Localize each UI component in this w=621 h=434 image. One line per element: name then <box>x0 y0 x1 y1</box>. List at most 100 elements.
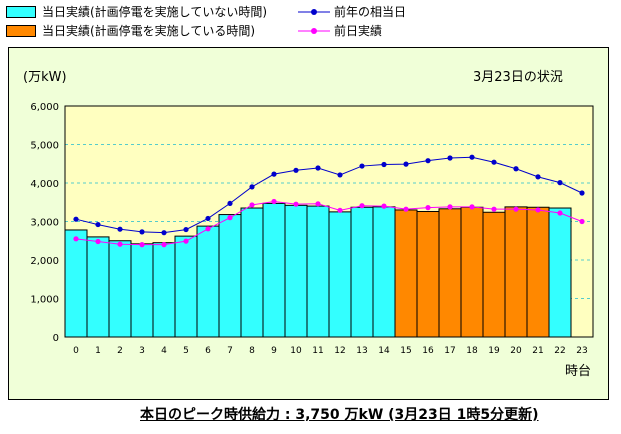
point-prev-year <box>183 226 189 233</box>
y-axis-ticks: 0 1,000 2,000 3,000 4,000 5,000 6,000 <box>30 102 59 344</box>
legend-swatch-not-implemented <box>6 6 36 18</box>
bar-not-implemented <box>130 243 154 338</box>
x-tick-label: 17 <box>444 346 455 356</box>
legend-swatch-implemented <box>6 25 36 37</box>
point-prev-year <box>315 165 321 171</box>
bar-not-implemented <box>174 235 198 338</box>
legend-label-not-implemented: 当日実績(計画停電を実施していない時間) <box>42 5 268 19</box>
point-prev-year <box>403 161 409 167</box>
bar-implemented <box>394 209 418 338</box>
plot-border <box>64 105 594 338</box>
x-tick-label: 1 <box>95 346 101 356</box>
point-prev-day <box>469 204 475 210</box>
point-prev-year <box>227 200 233 207</box>
bar-not-implemented <box>372 206 396 338</box>
bar-not-implemented <box>328 211 352 338</box>
bar-implemented <box>460 206 484 338</box>
point-prev-year <box>95 221 101 228</box>
point-prev-day <box>513 206 519 212</box>
x-tick-label: 15 <box>400 346 411 356</box>
x-tick-label: 23 <box>576 346 587 356</box>
bar-not-implemented <box>240 207 264 338</box>
point-prev-year <box>469 154 475 160</box>
x-tick-label: 2 <box>117 346 123 356</box>
point-prev-day <box>491 206 497 212</box>
y-tick-label: 2,000 <box>30 256 59 267</box>
bar-implemented <box>482 211 506 338</box>
x-tick-label: 5 <box>183 346 189 356</box>
y-tick-label: 0 <box>53 333 59 344</box>
x-tick-label: 0 <box>73 346 79 356</box>
point-prev-day <box>271 198 277 205</box>
point-prev-day <box>337 207 343 213</box>
x-tick-label: 11 <box>312 346 323 356</box>
point-prev-year <box>381 161 387 168</box>
bar-not-implemented <box>548 207 572 338</box>
x-tick-label: 9 <box>271 346 277 356</box>
x-tick-label: 3 <box>139 346 145 356</box>
bar-not-implemented <box>350 206 374 338</box>
point-prev-day <box>579 218 585 225</box>
point-prev-year <box>117 226 123 232</box>
series-lines <box>73 154 585 248</box>
point-prev-year <box>139 229 145 235</box>
x-tick-label: 18 <box>466 346 478 356</box>
y-tick-label: 6,000 <box>30 102 59 113</box>
point-prev-year <box>491 159 497 165</box>
bars <box>64 202 572 338</box>
legend-label-prev-year: 前年の相当日 <box>334 5 407 19</box>
point-prev-day <box>425 205 431 211</box>
line-prev-year <box>75 156 583 234</box>
bar-not-implemented <box>152 242 176 338</box>
x-tick-label: 16 <box>422 346 434 356</box>
bar-not-implemented <box>108 240 132 338</box>
point-prev-year <box>579 190 585 196</box>
legend-line-prev-year <box>298 9 330 15</box>
bar-not-implemented <box>284 204 308 338</box>
point-prev-year <box>557 180 563 186</box>
x-tick-label: 19 <box>488 346 500 356</box>
point-prev-year <box>337 172 343 178</box>
point-prev-day <box>359 203 365 209</box>
point-prev-year <box>271 171 277 177</box>
bar-implemented <box>504 206 528 338</box>
point-prev-year <box>249 184 255 190</box>
point-prev-year <box>535 174 541 180</box>
point-prev-day <box>535 207 541 213</box>
x-axis-ticks: 0 1 2 3 4 5 6 7 8 9 10 11 12 13 14 15 16 17 18 19 20 21 22 23 <box>73 346 588 356</box>
x-axis-label: 時台 <box>565 364 591 379</box>
point-prev-day <box>139 242 145 248</box>
x-tick-label: 8 <box>249 346 255 356</box>
point-prev-day <box>73 236 79 242</box>
x-tick-label: 20 <box>510 346 522 356</box>
point-prev-day <box>161 242 167 248</box>
legend-line-prev-day <box>298 28 330 34</box>
x-tick-label: 12 <box>334 346 345 356</box>
y-tick-label: 1,000 <box>30 295 59 306</box>
chart-annotation: 3月23日の状況 <box>473 70 563 85</box>
chart-svg: (万kW) 3月23日の状況 0 1,000 2,000 3,000 4,000 5,00… <box>23 70 594 379</box>
legend-label-implemented: 当日実績(計画停電を実施している時間) <box>42 24 256 38</box>
point-prev-year <box>293 167 299 173</box>
chart-frame: (万kW) 3月23日の状況 0 1,000 2,000 3,000 4,000 5,00… <box>8 47 609 400</box>
point-prev-year <box>513 166 519 172</box>
point-prev-day <box>205 226 211 232</box>
bar-not-implemented <box>86 236 110 338</box>
point-prev-year <box>425 158 431 164</box>
point-prev-year <box>73 216 79 222</box>
point-prev-day <box>227 215 233 221</box>
x-tick-label: 7 <box>227 346 233 356</box>
x-tick-label: 4 <box>161 346 167 356</box>
point-prev-day <box>403 206 409 212</box>
y-tick-label: 4,000 <box>30 179 59 190</box>
point-prev-day <box>557 210 563 216</box>
point-prev-day <box>249 202 255 208</box>
x-tick-label: 13 <box>356 346 367 356</box>
point-prev-day <box>381 203 387 209</box>
x-tick-label: 10 <box>290 346 302 356</box>
y-tick-label: 5,000 <box>30 141 59 152</box>
point-prev-day <box>95 238 101 245</box>
x-tick-label: 21 <box>532 346 543 356</box>
x-tick-label: 6 <box>205 346 211 356</box>
point-prev-day <box>293 201 299 207</box>
